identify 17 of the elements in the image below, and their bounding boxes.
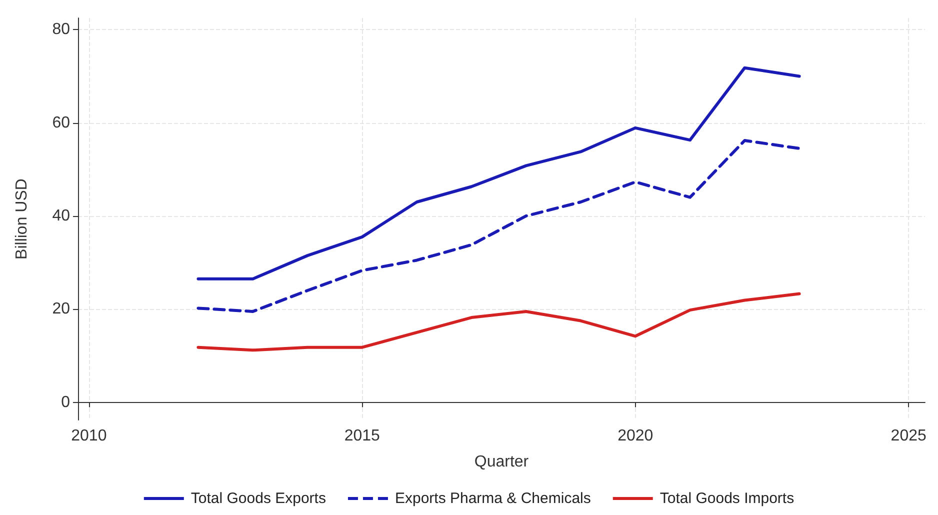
x-tick-label: 2020: [618, 428, 654, 444]
legend-label: Exports Pharma & Chemicals: [394, 490, 591, 507]
y-tick-label: 0: [61, 394, 70, 411]
legend-label: Total Goods Exports: [190, 490, 326, 507]
line-series: [196, 139, 801, 313]
y-tick-label: 60: [52, 114, 70, 132]
x-tick-label: 2010: [71, 428, 107, 444]
x-axis-title: Quarter: [474, 454, 530, 470]
line-series: [196, 292, 801, 352]
legend-label: Total Goods Imports: [660, 490, 794, 507]
x-tick-label: 2025: [890, 428, 927, 444]
x-tick-label: 2015: [344, 428, 380, 444]
y-tick-label: 40: [52, 207, 70, 224]
y-tick-label: 20: [52, 300, 70, 318]
y-axis-title: Billion USD: [14, 178, 30, 260]
line-series: [196, 66, 801, 280]
y-tick-label: 80: [52, 21, 70, 38]
